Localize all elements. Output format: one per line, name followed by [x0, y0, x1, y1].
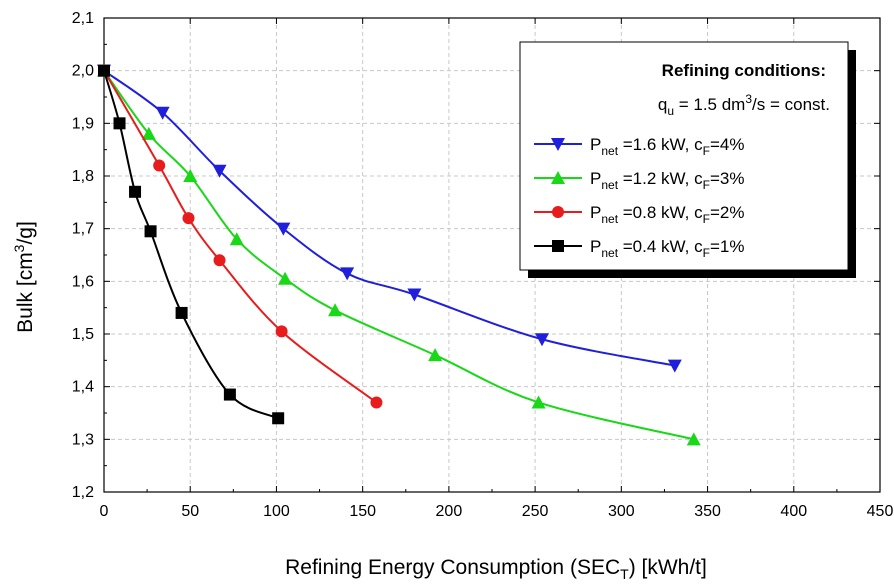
series-2	[97, 63, 701, 446]
y-tick-label: 1,7	[72, 221, 94, 238]
x-tick-label: 150	[349, 503, 376, 520]
data-point	[275, 325, 288, 338]
x-tick-label: 400	[780, 503, 807, 520]
y-tick-label: 1,5	[72, 326, 94, 343]
data-point	[212, 164, 227, 178]
y-tick-label: 1,8	[72, 168, 94, 185]
series-group	[97, 63, 701, 446]
x-tick-label: 350	[694, 503, 721, 520]
data-point	[535, 333, 550, 347]
data-point	[155, 106, 170, 120]
data-point	[129, 185, 142, 198]
series-1	[97, 64, 682, 373]
legend-title: Refining conditions:	[662, 61, 826, 80]
data-point	[428, 348, 443, 362]
legend-label: Pnet =0.8 kW, cF=2%	[590, 203, 744, 226]
data-point	[113, 117, 126, 130]
legend-swatch-marker	[551, 138, 565, 151]
data-point	[276, 222, 291, 236]
y-tick-label: 2,1	[72, 10, 94, 27]
data-point	[182, 212, 195, 225]
data-point	[272, 412, 285, 425]
legend-swatch-marker	[551, 171, 565, 184]
legend-label: Pnet =0.4 kW, cF=1%	[590, 237, 744, 260]
y-tick-label: 1,4	[72, 379, 94, 396]
data-point	[686, 432, 701, 446]
x-axis-label: Refining Energy Consumption (SECT) [kWh/…	[285, 556, 707, 582]
x-tick-label: 100	[263, 503, 290, 520]
y-tick-label: 2,0	[72, 63, 94, 80]
data-point	[98, 64, 110, 77]
x-tick-label: 0	[100, 503, 109, 520]
y-tick-label: 1,3	[72, 431, 94, 448]
legend-entry-1: Pnet =1.6 kW, cF=4%	[534, 135, 744, 158]
legend-label: Pnet =1.2 kW, cF=3%	[590, 169, 744, 192]
data-point	[141, 126, 156, 140]
data-point	[370, 396, 383, 409]
series-4	[98, 64, 285, 425]
legend-entry-4: Pnet =0.4 kW, cF=1%	[534, 237, 744, 260]
x-tick-label: 300	[608, 503, 635, 520]
legend: Refining conditions: qu = 1.5 dm3/s = con…	[519, 41, 856, 278]
y-tick-label: 1,2	[72, 484, 94, 501]
legend-entry-2: Pnet =1.2 kW, cF=3%	[534, 169, 744, 192]
legend-condition: qu = 1.5 dm3/s = const.	[658, 92, 830, 118]
y-tick-label: 1,6	[72, 273, 94, 290]
data-point	[667, 359, 682, 373]
x-tick-label: 250	[522, 503, 549, 520]
x-tick-label: 50	[181, 503, 199, 520]
legend-entry-3: Pnet =0.8 kW, cF=2%	[534, 203, 744, 226]
y-tick-label: 1,9	[72, 115, 94, 132]
data-point	[213, 254, 226, 267]
data-point	[223, 388, 236, 401]
data-point	[407, 288, 422, 302]
plot-frame	[103, 17, 881, 493]
series-line	[103, 70, 378, 404]
data-point	[175, 306, 188, 319]
series-line	[103, 70, 279, 420]
x-tick-label: 200	[436, 503, 463, 520]
series-3	[98, 64, 383, 409]
axes: 0 50 100 150 200 250 300 350 400 450 1,2 1,3 1,4 1,5 1…	[72, 10, 894, 520]
data-point	[340, 267, 355, 281]
data-point	[278, 271, 293, 285]
data-point	[153, 159, 166, 172]
data-point	[328, 303, 343, 317]
data-point	[183, 169, 198, 182]
legend-label: Pnet =1.6 kW, cF=4%	[590, 135, 744, 158]
data-point	[229, 232, 244, 246]
legend-swatch-marker	[552, 206, 564, 218]
legend-box	[519, 41, 849, 271]
x-tick-label: 450	[867, 503, 894, 520]
data-point	[144, 225, 157, 238]
legend-swatch-marker	[552, 240, 564, 252]
y-axis-label: Bulk [cm3/g]	[11, 221, 37, 333]
data-point	[531, 395, 546, 409]
